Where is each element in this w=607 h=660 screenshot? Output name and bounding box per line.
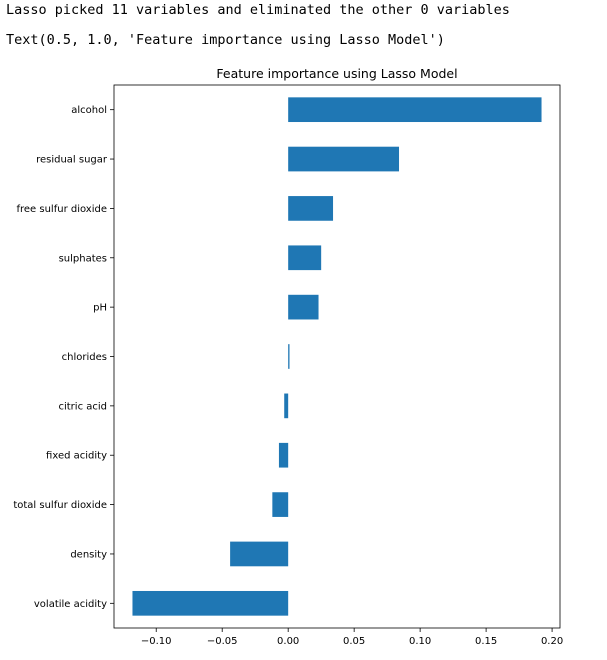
- bar-alcohol: [288, 97, 542, 123]
- bar-volatile-acidity: [132, 590, 289, 616]
- y-tick-label: sulphates: [59, 253, 107, 264]
- x-tick-label: −0.10: [141, 636, 172, 647]
- bar-residual-sugar: [288, 146, 400, 172]
- y-tick-label: alcohol: [71, 105, 107, 116]
- x-tick-label: 0.05: [343, 636, 365, 647]
- bar-ph: [288, 294, 319, 320]
- output-line-summary: Lasso picked 11 variables and eliminated…: [6, 2, 510, 18]
- x-tick-label: −0.05: [207, 636, 238, 647]
- bar-free-sulfur-dioxide: [288, 196, 334, 221]
- bar-chlorides: [288, 344, 290, 369]
- y-tick-label: fixed acidity: [46, 451, 107, 462]
- bar-total-sulfur-dioxide: [272, 492, 289, 517]
- y-tick-label: chlorides: [62, 352, 107, 363]
- bar-sulphates: [288, 245, 322, 271]
- y-tick-label: pH: [93, 303, 107, 314]
- output-line-text-repr: Text(0.5, 1.0, 'Feature importance using…: [6, 32, 445, 48]
- y-tick-label: citric acid: [58, 401, 107, 412]
- x-tick-label: 0.10: [409, 636, 431, 647]
- y-tick-label: total sulfur dioxide: [13, 500, 107, 511]
- bar-group: [132, 97, 542, 616]
- y-tick-label: residual sugar: [36, 155, 108, 166]
- x-tick-label: 0.20: [541, 636, 563, 647]
- y-axis: alcohol residual sugar free sulfur dioxide…: [13, 105, 114, 610]
- y-tick-label: free sulfur dioxide: [16, 204, 107, 215]
- bar-density: [230, 541, 289, 567]
- x-tick-label: 0.15: [475, 636, 497, 647]
- bar-citric-acid: [284, 393, 289, 419]
- x-tick-label: 0.00: [277, 636, 299, 647]
- plot-frame: [113, 84, 561, 629]
- x-axis: −0.10 −0.05 0.00 0.05 0.10 0.15 0.20: [141, 628, 563, 647]
- bar-fixed-acidity: [278, 442, 289, 468]
- y-tick-label: volatile acidity: [34, 599, 107, 610]
- chart-title: Feature importance using Lasso Model: [216, 66, 457, 81]
- y-tick-label: density: [70, 549, 107, 560]
